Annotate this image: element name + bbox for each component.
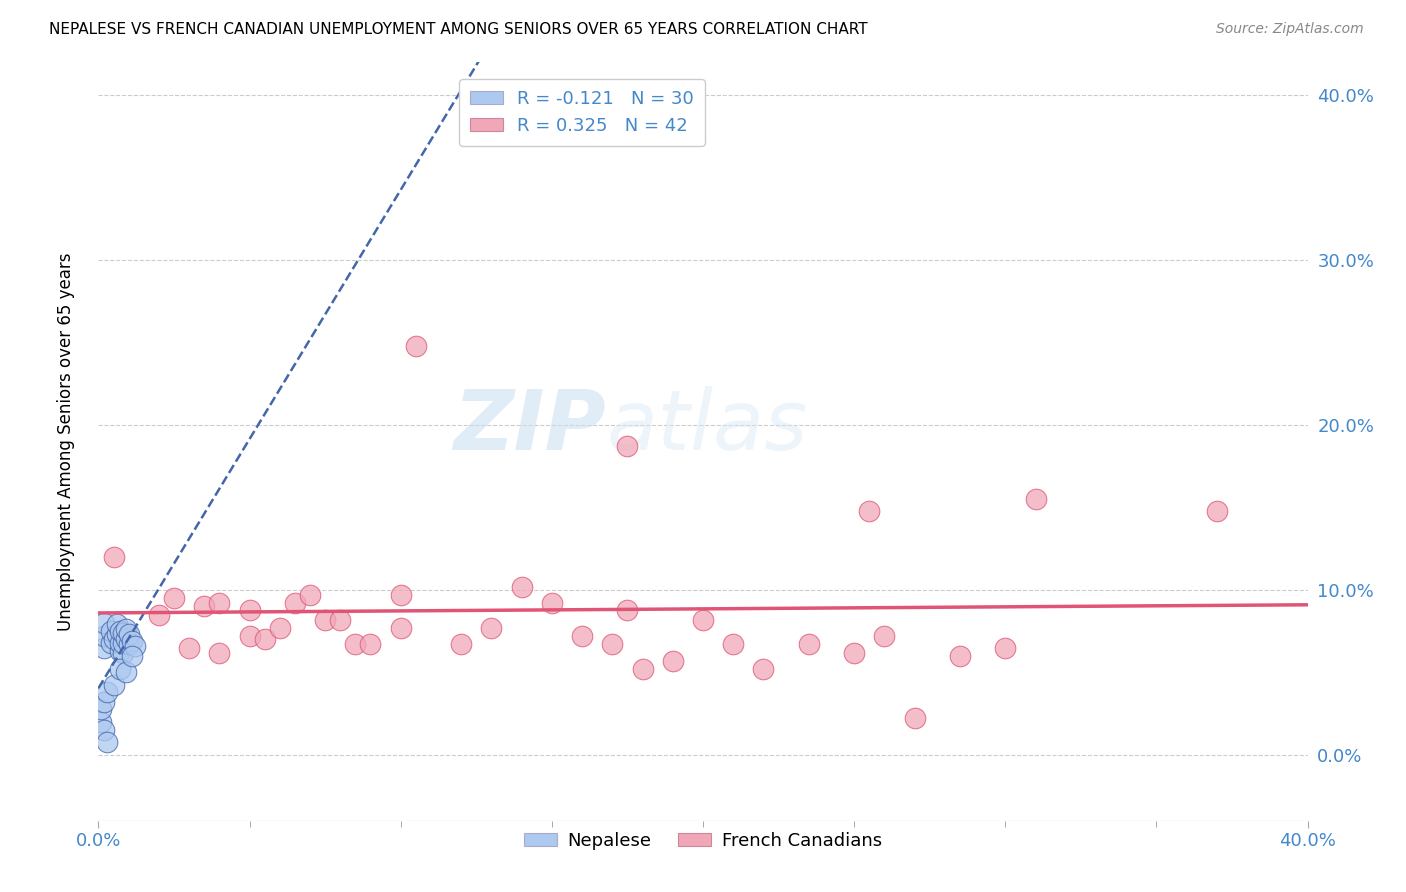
Point <box>108 624 131 639</box>
Point <box>93 615 115 630</box>
Point <box>692 613 714 627</box>
Point <box>208 646 231 660</box>
Point <box>239 602 262 616</box>
Legend: Nepalese, French Canadians: Nepalese, French Canadians <box>517 825 889 857</box>
Text: atlas: atlas <box>606 386 808 467</box>
Point <box>481 621 503 635</box>
Text: NEPALESE VS FRENCH CANADIAN UNEMPLOYMENT AMONG SENIORS OVER 65 YEARS CORRELATION: NEPALESE VS FRENCH CANADIAN UNEMPLOYMENT… <box>49 22 868 37</box>
Point <box>994 640 1017 655</box>
Text: Source: ZipAtlas.com: Source: ZipAtlas.com <box>1216 22 1364 37</box>
Point <box>873 629 896 643</box>
Point <box>163 591 186 606</box>
Point <box>208 596 231 610</box>
Point <box>253 632 276 647</box>
Point <box>571 629 593 643</box>
Point <box>108 644 131 658</box>
Point <box>100 635 122 649</box>
Point <box>96 685 118 699</box>
Text: ZIP: ZIP <box>454 386 606 467</box>
Point <box>360 637 382 651</box>
Point <box>450 637 472 651</box>
Point <box>111 625 134 640</box>
Point <box>111 635 134 649</box>
Point <box>329 613 352 627</box>
Point <box>631 662 654 676</box>
Point <box>90 714 112 729</box>
Point <box>108 662 131 676</box>
Point <box>858 504 880 518</box>
Point <box>299 588 322 602</box>
Point <box>797 637 820 651</box>
Point <box>752 662 775 676</box>
Point <box>93 723 115 737</box>
Point <box>114 623 136 637</box>
Point <box>108 635 131 649</box>
Point <box>314 613 336 627</box>
Point <box>100 624 122 639</box>
Point <box>284 596 307 610</box>
Point <box>510 580 533 594</box>
Point <box>193 599 215 614</box>
Point <box>118 637 141 651</box>
Point <box>118 627 141 641</box>
Point <box>105 617 128 632</box>
Point <box>344 637 367 651</box>
Point <box>602 637 624 651</box>
Point <box>96 734 118 748</box>
Point <box>723 637 745 651</box>
Point <box>105 627 128 641</box>
Point <box>90 701 112 715</box>
Point <box>103 549 125 564</box>
Point <box>1024 492 1046 507</box>
Point <box>389 588 412 602</box>
Point <box>389 621 412 635</box>
Point <box>1206 504 1229 518</box>
Point <box>269 621 291 635</box>
Point <box>540 596 562 610</box>
Point <box>93 695 115 709</box>
Point <box>661 654 683 668</box>
Point <box>239 629 262 643</box>
Y-axis label: Unemployment Among Seniors over 65 years: Unemployment Among Seniors over 65 years <box>56 252 75 631</box>
Point <box>616 440 638 454</box>
Point <box>904 711 927 725</box>
Point <box>405 339 427 353</box>
Point <box>121 648 143 663</box>
Point <box>111 646 134 660</box>
Point <box>179 640 201 655</box>
Point <box>148 607 170 622</box>
Point <box>114 665 136 680</box>
Point <box>93 640 115 655</box>
Point <box>103 678 125 692</box>
Point <box>949 648 972 663</box>
Point <box>844 646 866 660</box>
Point <box>121 634 143 648</box>
Point <box>124 639 146 653</box>
Point <box>616 602 638 616</box>
Point <box>114 632 136 647</box>
Point <box>93 629 115 643</box>
Point <box>103 632 125 647</box>
